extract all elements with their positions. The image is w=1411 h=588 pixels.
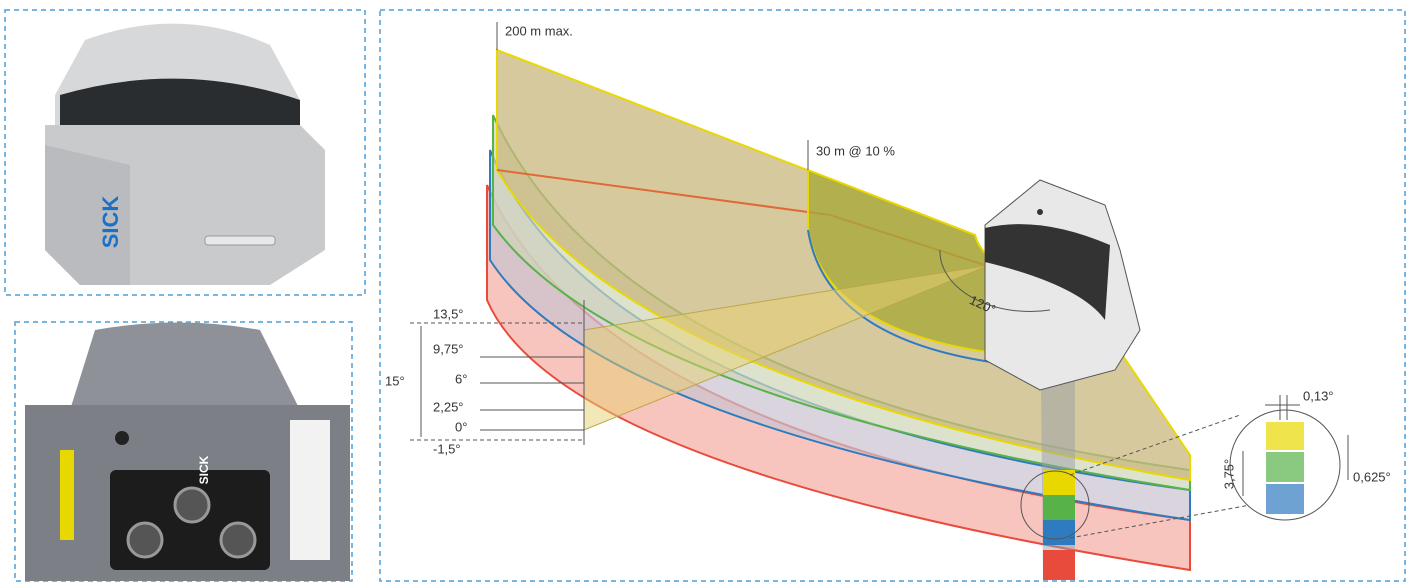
- angle-label: 0°: [455, 419, 467, 434]
- range-label: 200 m max.: [505, 23, 573, 38]
- product-photo-front: SICK: [45, 23, 325, 285]
- product-frame: [14, 321, 353, 582]
- scanner: [984, 179, 1141, 391]
- angle-arc: [939, 249, 1051, 312]
- range-label: 30 m @ 10 %: [816, 143, 895, 158]
- angle-label: 6°: [455, 371, 467, 386]
- zoom-label: 3,75°: [1221, 459, 1236, 490]
- product-photo-back: SICK: [25, 322, 350, 581]
- zoom-label: 0,13°: [1303, 388, 1334, 403]
- angle-label: 9,75°: [433, 341, 464, 356]
- product-frame: [4, 9, 366, 296]
- angle-label: 2,25°: [433, 399, 464, 414]
- zoom-label: 0,625°: [1353, 469, 1391, 484]
- diagram-frame: [379, 9, 1406, 582]
- angle-label: 15°: [385, 373, 405, 388]
- angle-label: -1,5°: [433, 441, 461, 456]
- brand-label: SICK: [98, 196, 123, 249]
- zoom-detail: 0,13° 3,75° 0,625°: [1020, 388, 1391, 540]
- brand-label: SICK: [197, 455, 211, 484]
- angle-label: 13,5°: [433, 306, 464, 321]
- angle-scale: 13,5° 9,75° 6° 2,25° 0° -1,5° 15°: [385, 300, 585, 456]
